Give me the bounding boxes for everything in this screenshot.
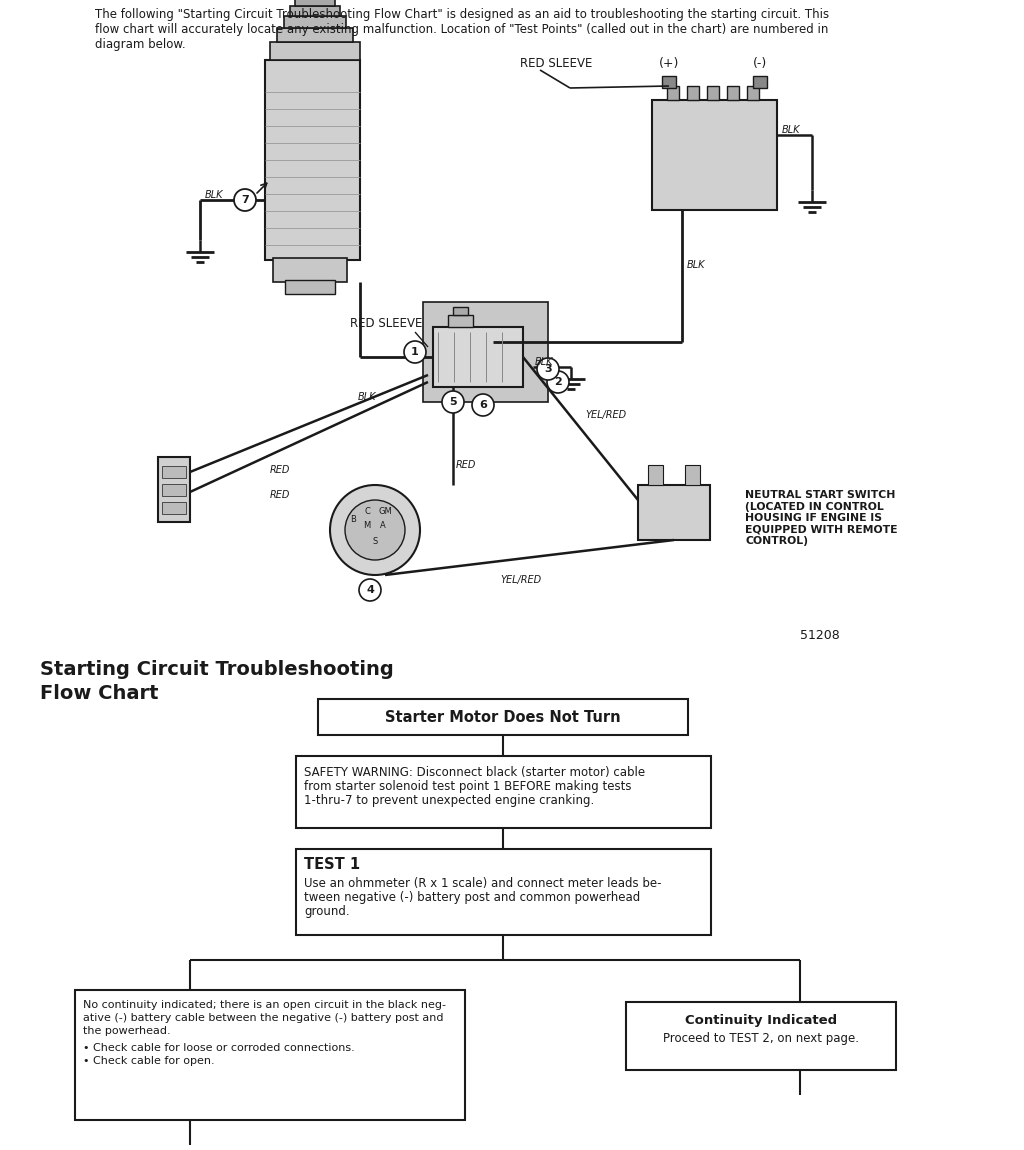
Bar xyxy=(626,1002,896,1070)
Text: NEUTRAL START SWITCH
(LOCATED IN CONTROL
HOUSING IF ENGINE IS
EQUIPPED WITH REMO: NEUTRAL START SWITCH (LOCATED IN CONTROL… xyxy=(745,490,897,546)
Text: 7: 7 xyxy=(241,196,249,205)
Text: Continuity Indicated: Continuity Indicated xyxy=(685,1014,837,1027)
Text: 3: 3 xyxy=(544,365,552,374)
Text: ative (-) battery cable between the negative (-) battery post and: ative (-) battery cable between the nega… xyxy=(83,1013,443,1024)
Ellipse shape xyxy=(330,485,420,575)
Bar xyxy=(707,86,719,100)
Text: RED: RED xyxy=(270,465,291,475)
Bar xyxy=(265,60,360,260)
Text: Flow Chart: Flow Chart xyxy=(40,684,159,703)
Text: Starting Circuit Troubleshooting: Starting Circuit Troubleshooting xyxy=(40,660,394,678)
Bar xyxy=(449,315,473,327)
Text: • Check cable for loose or corroded connections.: • Check cable for loose or corroded conn… xyxy=(83,1043,354,1053)
Bar xyxy=(667,86,679,100)
Bar xyxy=(638,485,710,540)
Text: RED: RED xyxy=(456,460,476,470)
Text: BLK: BLK xyxy=(687,260,706,270)
Text: A: A xyxy=(380,521,386,530)
Text: 6: 6 xyxy=(479,400,487,411)
Text: 2: 2 xyxy=(554,377,562,388)
Text: The following "Starting Circuit Troubleshooting Flow Chart" is designed as an ai: The following "Starting Circuit Troubles… xyxy=(95,8,829,51)
Bar xyxy=(662,76,676,89)
Text: BLK: BLK xyxy=(205,190,223,200)
Text: No continuity indicated; there is an open circuit in the black neg-: No continuity indicated; there is an ope… xyxy=(83,1000,446,1010)
Text: C: C xyxy=(365,507,370,516)
Bar xyxy=(685,465,700,485)
Text: 1-thru-7 to prevent unexpected engine cranking.: 1-thru-7 to prevent unexpected engine cr… xyxy=(304,793,594,807)
Bar xyxy=(162,466,186,478)
Circle shape xyxy=(234,189,256,210)
Text: 51208: 51208 xyxy=(800,629,840,642)
Bar xyxy=(270,43,360,60)
Circle shape xyxy=(359,578,381,601)
Text: BLK: BLK xyxy=(358,392,377,402)
Text: SAFETY WARNING: Disconnect black (starter motor) cable: SAFETY WARNING: Disconnect black (starte… xyxy=(304,766,645,779)
Text: B: B xyxy=(350,515,356,524)
Text: (+): (+) xyxy=(658,58,679,70)
Bar xyxy=(158,457,190,522)
Bar xyxy=(423,302,548,402)
Bar xyxy=(285,279,335,294)
Bar xyxy=(687,86,699,100)
Circle shape xyxy=(404,342,426,363)
Bar xyxy=(278,28,353,43)
Text: BLK: BLK xyxy=(782,125,801,135)
Bar xyxy=(284,16,346,28)
Bar xyxy=(652,100,777,210)
Text: YEL/RED: YEL/RED xyxy=(500,575,541,585)
Text: • Check cable for open.: • Check cable for open. xyxy=(83,1056,215,1066)
Text: Use an ohmmeter (R x 1 scale) and connect meter leads be-: Use an ohmmeter (R x 1 scale) and connec… xyxy=(304,877,662,890)
Text: RED: RED xyxy=(270,490,291,500)
Bar xyxy=(75,990,465,1120)
Text: (-): (-) xyxy=(753,58,767,70)
Circle shape xyxy=(472,394,494,416)
Bar xyxy=(433,327,523,388)
Text: 4: 4 xyxy=(366,585,374,595)
Text: Proceed to TEST 2, on next page.: Proceed to TEST 2, on next page. xyxy=(663,1032,859,1045)
Bar xyxy=(453,307,468,315)
Bar xyxy=(295,0,335,6)
Text: Starter Motor Does Not Turn: Starter Motor Does Not Turn xyxy=(385,710,621,724)
Text: the powerhead.: the powerhead. xyxy=(83,1026,171,1036)
Text: GM: GM xyxy=(378,507,392,516)
Bar xyxy=(296,849,711,935)
Text: M: M xyxy=(364,521,371,530)
Bar xyxy=(753,76,767,89)
Text: RED SLEEVE: RED SLEEVE xyxy=(350,317,422,330)
Bar xyxy=(318,699,688,735)
Text: S: S xyxy=(373,537,378,546)
Text: BLK: BLK xyxy=(535,356,554,367)
Circle shape xyxy=(442,391,464,413)
Text: TEST 1: TEST 1 xyxy=(304,857,360,872)
Text: RED SLEEVE: RED SLEEVE xyxy=(520,58,592,70)
Bar xyxy=(746,86,759,100)
Bar xyxy=(296,756,711,828)
Circle shape xyxy=(547,371,569,393)
Bar xyxy=(648,465,663,485)
Bar xyxy=(727,86,739,100)
Text: YEL/RED: YEL/RED xyxy=(585,411,626,420)
Text: 5: 5 xyxy=(450,397,457,407)
Bar xyxy=(162,484,186,496)
Ellipse shape xyxy=(345,500,406,560)
Bar xyxy=(273,258,347,282)
Text: from starter solenoid test point 1 BEFORE making tests: from starter solenoid test point 1 BEFOR… xyxy=(304,780,632,793)
Bar xyxy=(290,6,340,16)
Bar xyxy=(162,503,186,514)
Text: 1: 1 xyxy=(411,347,419,356)
Circle shape xyxy=(537,358,559,380)
Text: ground.: ground. xyxy=(304,905,349,918)
Text: tween negative (-) battery post and common powerhead: tween negative (-) battery post and comm… xyxy=(304,891,640,904)
